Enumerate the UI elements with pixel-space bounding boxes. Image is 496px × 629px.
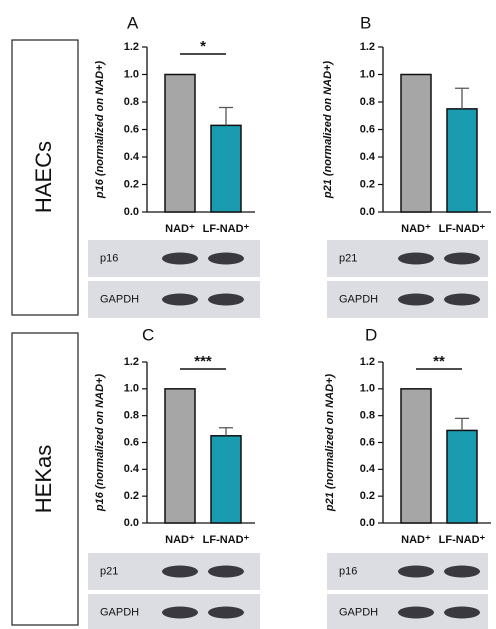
x-tick-label: NAD⁺ [401, 534, 431, 546]
bar [210, 435, 242, 524]
y-tick-label: 0.2 [360, 178, 375, 190]
blot-band [398, 606, 434, 619]
blot-label: p16 [100, 252, 118, 264]
y-tick-label: 0.6 [124, 123, 139, 135]
row-box [11, 39, 79, 316]
bar [446, 108, 478, 213]
blot-band [162, 606, 198, 619]
row-label: HEKas [31, 445, 56, 513]
blot-band [444, 252, 480, 265]
x-tick-label: NAD⁺ [165, 223, 195, 235]
blot-label: GAPDH [100, 293, 139, 305]
y-tick-label: 0.6 [360, 436, 375, 448]
x-tick-label: NAD⁺ [401, 223, 431, 235]
blot-label: p16 [339, 565, 357, 577]
blot-band [398, 293, 434, 306]
blot-band [208, 565, 244, 578]
blot-band [444, 565, 480, 578]
x-tick-label: LF-NAD⁺ [203, 534, 250, 546]
panel-letter: C [142, 325, 154, 344]
y-tick-label: 0.0 [360, 517, 375, 529]
y-tick-label: 1.2 [360, 41, 375, 53]
row-box [11, 332, 79, 626]
y-tick-label: 0.8 [360, 96, 375, 108]
blot-band [208, 293, 244, 306]
bar [400, 73, 432, 213]
y-axis-label: p21 (normalized on NAD+) [324, 374, 336, 513]
y-tick-label: 0.4 [124, 463, 140, 475]
x-tick-label: LF-NAD⁺ [203, 223, 250, 235]
bar [164, 388, 196, 524]
y-tick-label: 1.0 [124, 383, 139, 395]
blot-band [398, 252, 434, 265]
y-tick-label: 0.0 [360, 206, 375, 218]
x-tick-label: NAD⁺ [165, 534, 195, 546]
y-tick-label: 0.8 [124, 96, 139, 108]
y-tick-label: 1.0 [124, 68, 139, 80]
panel-letter: B [360, 13, 371, 32]
blot-label: GAPDH [339, 606, 378, 618]
y-axis-label: p16 (normalized on NAD+) [94, 374, 106, 513]
blot-label: GAPDH [100, 606, 139, 618]
bar [446, 429, 478, 524]
bar [164, 73, 196, 213]
y-tick-label: 0.4 [360, 151, 376, 163]
blot-label: p21 [100, 565, 118, 577]
y-tick-label: 0.4 [124, 151, 140, 163]
panel-letter: D [365, 325, 377, 344]
y-tick-label: 0.8 [360, 410, 375, 422]
y-tick-label: 0.2 [360, 490, 375, 502]
y-tick-label: 0.2 [124, 178, 139, 190]
bar [400, 388, 432, 524]
blot-band [444, 606, 480, 619]
error-bar [455, 417, 469, 431]
blot-label: GAPDH [339, 293, 378, 305]
error-bar [455, 87, 469, 109]
y-tick-label: 1.0 [360, 383, 375, 395]
bar [210, 124, 242, 213]
blot-band [162, 252, 198, 265]
blot-band [162, 565, 198, 578]
blot-band [162, 293, 198, 306]
significance-label: * [200, 38, 206, 55]
blot-band [398, 565, 434, 578]
y-tick-label: 0.2 [124, 490, 139, 502]
y-tick-label: 0.0 [124, 517, 139, 529]
x-tick-label: LF-NAD⁺ [439, 534, 486, 546]
y-tick-label: 1.0 [360, 68, 375, 80]
blot-band [208, 606, 244, 619]
blot-band [208, 252, 244, 265]
y-tick-label: 1.2 [124, 41, 139, 53]
panel-letter: A [127, 13, 139, 32]
significance-label: *** [194, 353, 212, 370]
blot-band [444, 293, 480, 306]
error-bar [219, 427, 233, 436]
y-tick-label: 0.8 [124, 410, 139, 422]
y-tick-label: 1.2 [124, 356, 139, 368]
blot-label: p21 [339, 252, 357, 264]
y-tick-label: 1.2 [360, 356, 375, 368]
y-axis-label: p16 (normalized on NAD+) [94, 61, 106, 200]
y-axis-label: p21 (normalized on NAD+) [322, 61, 334, 200]
row-label: HAECs [31, 141, 56, 213]
significance-label: ** [433, 353, 445, 370]
y-tick-label: 0.4 [360, 463, 376, 475]
y-tick-label: 0.6 [360, 123, 375, 135]
x-tick-label: LF-NAD⁺ [439, 223, 486, 235]
y-tick-label: 0.0 [124, 206, 139, 218]
error-bar [219, 106, 233, 126]
y-tick-label: 0.6 [124, 436, 139, 448]
